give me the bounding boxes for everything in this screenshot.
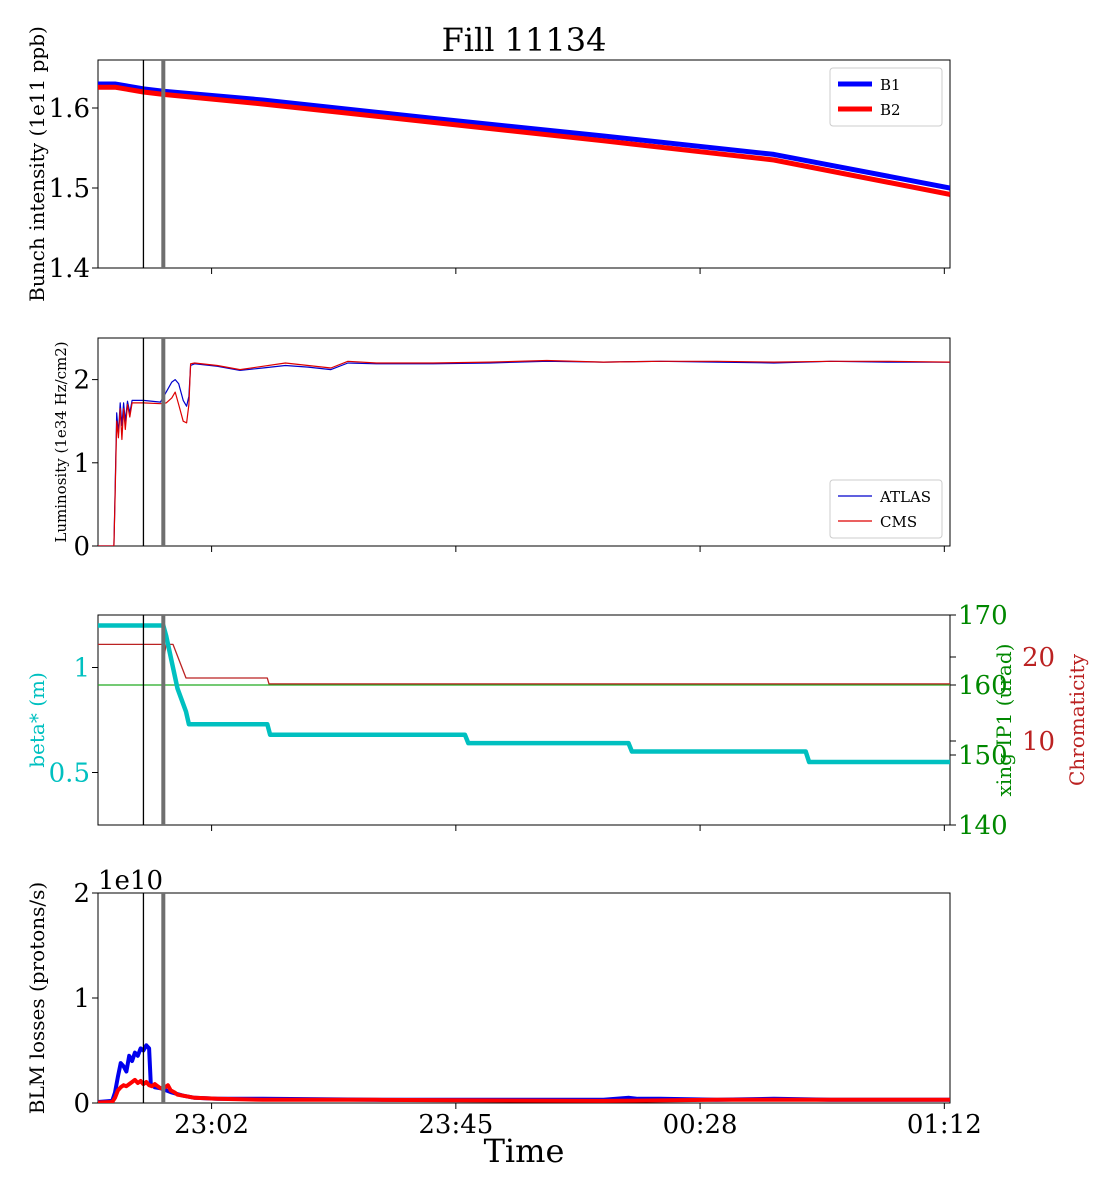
legend-box-1 (829, 479, 943, 539)
y-tick-label-1-0: 0 (73, 532, 90, 562)
series-line-2-r1-0 (98, 643, 950, 685)
y-tick-label-3-2: 2 (73, 879, 90, 909)
x-tick-label-2: 00:28 (663, 1110, 738, 1140)
legend-label-0-1: B2 (880, 101, 901, 119)
y-tick-label-3-1: 1 (73, 984, 90, 1014)
series-line-1-1 (98, 359, 950, 546)
y-tick-label-2-0: 0.5 (49, 759, 90, 789)
right-tick-label-1-0: 10 (1022, 727, 1055, 757)
legend-label-1-1: CMS (880, 513, 917, 531)
series-line-3-1 (98, 1077, 950, 1103)
right-tick-label-1-1: 20 (1022, 643, 1055, 673)
x-axis-label: Time (484, 1132, 565, 1170)
right-axis-label-1: Chromaticity (1065, 653, 1089, 786)
y-tick-label-1-2: 2 (73, 366, 90, 396)
legend-label-1-0: ATLAS (879, 488, 931, 506)
axes-frame-2 (97, 614, 951, 826)
series-line-0-1 (98, 84, 950, 197)
series-line-3-0 (98, 1043, 950, 1103)
y-tick-label-2-1: 1 (73, 654, 90, 684)
chart-title: Fill 11134 (442, 21, 607, 59)
series-line-1-0 (98, 360, 950, 546)
y-offset-label: 1e10 (98, 866, 163, 896)
x-tick-label-1: 23:45 (418, 1110, 493, 1140)
y-axis-label-3: BLM losses (protons/s) (25, 882, 49, 1114)
right-tick-label-0-3: 170 (958, 601, 1008, 631)
y-tick-label-3-0: 0 (73, 1089, 90, 1119)
right-axis-label-0: xing IP1 (urad) (992, 644, 1016, 797)
x-tick-label-3: 01:12 (907, 1110, 982, 1140)
series-line-2-0 (98, 623, 950, 765)
y-tick-label-0-2: 1.6 (49, 94, 90, 124)
y-axis-label-1: Luminosity (1e34 Hz/cm2) (52, 341, 70, 542)
series-line-0-0 (98, 81, 950, 191)
right-tick-label-0-2: 160 (958, 671, 1008, 701)
legend-label-0-0: B1 (880, 76, 901, 94)
right-tick-label-0-1: 150 (958, 741, 1008, 771)
y-tick-label-0-1: 1.5 (49, 174, 90, 204)
axes-frame-3 (97, 892, 951, 1104)
x-tick-label-0: 23:02 (174, 1110, 249, 1140)
y-tick-label-1-1: 1 (73, 449, 90, 479)
axes-frame-0 (97, 59, 951, 269)
y-axis-label-2: beta* (m) (25, 672, 49, 768)
axes-frame-1 (97, 337, 951, 547)
y-tick-label-0-0: 1.4 (49, 254, 90, 284)
right-tick-label-0-0: 140 (958, 811, 1008, 841)
y-axis-label-0: Bunch intensity (1e11 ppb) (25, 26, 49, 302)
